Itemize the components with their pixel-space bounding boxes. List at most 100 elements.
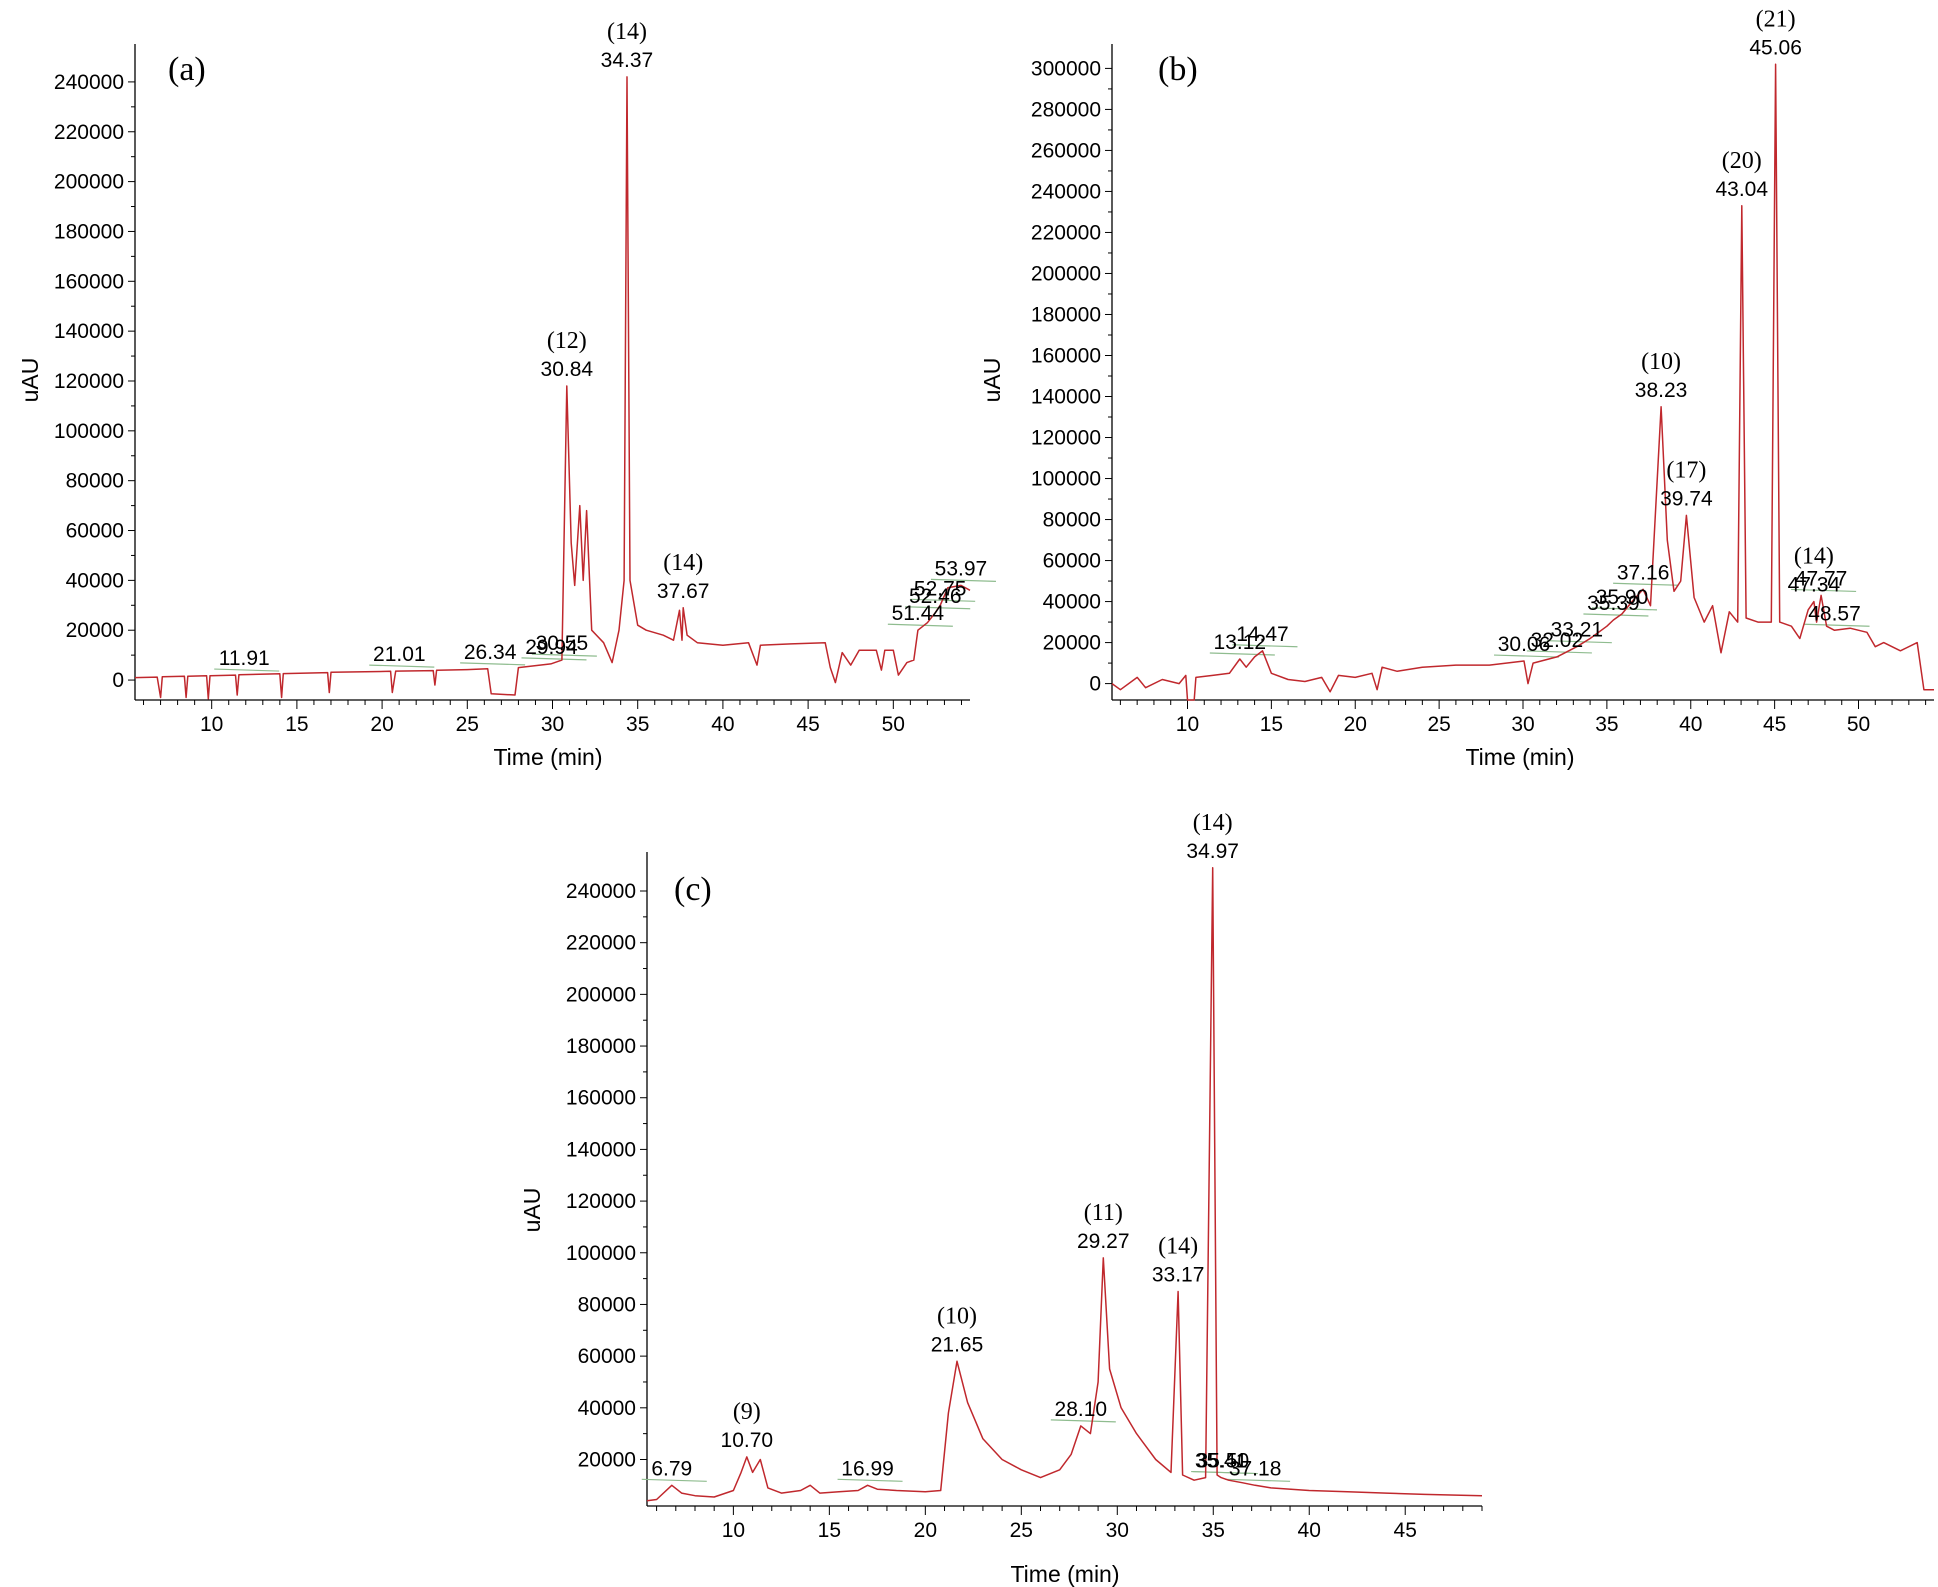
x-tick-label: 50 <box>882 713 905 736</box>
y-tick-label: 300000 <box>1031 57 1101 80</box>
integration-baseline <box>460 662 526 666</box>
peak-compound-label: (14) <box>1158 1234 1198 1260</box>
peak-rt-label: 30.84 <box>541 358 594 381</box>
y-tick-label: 60000 <box>578 1345 636 1368</box>
x-tick-label: 25 <box>456 713 479 736</box>
y-tick-label: 180000 <box>566 1035 636 1058</box>
y-tick-label: 120000 <box>54 370 124 393</box>
panel-a-plot: 10 15 20 25 30 35 40 45 50 0 20000 40000 60000 80000 1… <box>54 19 996 736</box>
peak-rt-label: 35.41 <box>1195 1450 1248 1473</box>
x-tick-label: 40 <box>711 713 734 736</box>
peak-rt-label: 13.12 <box>1214 631 1267 654</box>
y-tick-label: 180000 <box>54 220 124 243</box>
peak-rt-label: 47.77 <box>1795 567 1848 590</box>
peak-compound-label: (17) <box>1666 457 1706 483</box>
peak-rt-label: 37.16 <box>1617 561 1670 584</box>
x-tick-label: 30 <box>1511 713 1534 736</box>
peak-rt-label: 52.46 <box>909 585 962 608</box>
peak-rt-label: 37.67 <box>657 580 710 603</box>
y-tick-label: 240000 <box>1031 180 1101 203</box>
integration-baseline <box>641 1478 707 1482</box>
peak-compound-label: (14) <box>1193 810 1233 836</box>
peak-rt-label: 14.47 <box>1236 623 1289 646</box>
y-tick-label: 80000 <box>1043 509 1101 532</box>
x-tick-label: 25 <box>1010 1519 1033 1542</box>
x-tick-label: 20 <box>370 713 393 736</box>
x-tick-label: 15 <box>818 1519 841 1542</box>
panel-b-plot: 10 15 20 25 30 35 40 45 50 0 20000 40000 60000 80000 1… <box>1031 6 1934 736</box>
panel-b-label: (b) <box>1158 51 1198 88</box>
peak-rt-label: 34.37 <box>601 49 654 72</box>
peak-rt-label: 51.44 <box>892 602 945 625</box>
y-tick-label: 140000 <box>566 1138 636 1161</box>
peak-rt-label: 37.18 <box>1229 1457 1282 1480</box>
y-tick-label: 120000 <box>1031 427 1101 450</box>
panel-b-y-axis-title: uAU <box>979 358 1005 403</box>
chromatogram-trace <box>646 867 1483 1502</box>
y-tick-label: 180000 <box>1031 303 1101 326</box>
x-tick-label: 10 <box>1176 713 1199 736</box>
y-tick-label: 0 <box>112 669 124 692</box>
y-tick-label: 40000 <box>66 569 124 592</box>
x-tick-label: 20 <box>1344 713 1367 736</box>
x-tick-label: 35 <box>1202 1519 1225 1542</box>
y-tick-label: 160000 <box>1031 344 1101 367</box>
x-tick-label: 35 <box>1595 713 1618 736</box>
y-tick-label: 20000 <box>1043 632 1101 655</box>
panel-b-x-axis-title: Time (min) <box>1465 744 1574 770</box>
peak-rt-label: 38.23 <box>1635 379 1688 402</box>
x-tick-label: 30 <box>1106 1519 1129 1542</box>
y-tick-label: 280000 <box>1031 98 1101 121</box>
y-tick-label: 140000 <box>1031 386 1101 409</box>
x-tick-label: 40 <box>1298 1519 1321 1542</box>
integration-baseline <box>1804 623 1870 627</box>
x-tick-label: 10 <box>200 713 223 736</box>
panel-a-x-axis-title: Time (min) <box>493 744 602 770</box>
peak-rt-label: 33.21 <box>1551 619 1604 642</box>
integration-baseline <box>214 668 280 672</box>
integration-baseline <box>1225 1478 1291 1482</box>
peak-compound-label: (11) <box>1084 1200 1123 1226</box>
peak-rt-label: 33.17 <box>1152 1264 1205 1287</box>
y-tick-label: 260000 <box>1031 139 1101 162</box>
y-tick-label: 200000 <box>566 983 636 1006</box>
y-tick-label: 100000 <box>1031 468 1101 491</box>
x-tick-label: 35 <box>626 713 649 736</box>
y-tick-label: 100000 <box>54 420 124 443</box>
integration-baseline <box>930 578 996 582</box>
y-tick-label: 140000 <box>54 320 124 343</box>
integration-baseline <box>531 653 597 657</box>
integration-baseline <box>1791 588 1857 593</box>
chromatogram-trace <box>1111 63 1934 701</box>
x-tick-label: 10 <box>722 1519 745 1542</box>
x-tick-label: 45 <box>796 713 819 736</box>
x-tick-label: 25 <box>1427 713 1450 736</box>
x-tick-label: 30 <box>541 713 564 736</box>
panel-c-label: (c) <box>674 871 712 908</box>
peak-rt-label: 45.06 <box>1749 36 1802 59</box>
peak-rt-label: 26.34 <box>464 641 517 664</box>
x-tick-label: 15 <box>285 713 308 736</box>
integration-baseline <box>1583 613 1649 617</box>
peak-compound-label: (20) <box>1722 148 1762 174</box>
peak-rt-label: 28.10 <box>1055 1398 1108 1421</box>
integration-baseline <box>1232 644 1298 648</box>
peak-rt-label: 47.34 <box>1788 574 1841 597</box>
integration-baseline <box>1613 582 1679 586</box>
peak-rt-label: 43.04 <box>1715 178 1768 201</box>
chromatogram-trace <box>134 76 971 700</box>
peak-rt-label: 34.97 <box>1186 840 1239 863</box>
y-tick-label: 200000 <box>1031 262 1101 285</box>
y-tick-label: 160000 <box>566 1087 636 1110</box>
peak-rt-label: 29.27 <box>1077 1230 1130 1253</box>
x-tick-label: 45 <box>1394 1519 1417 1542</box>
y-tick-label: 80000 <box>66 470 124 493</box>
y-tick-label: 40000 <box>1043 591 1101 614</box>
peak-compound-label: (10) <box>937 1303 977 1329</box>
panel-a-label: (a) <box>168 51 206 88</box>
peak-compound-label: (12) <box>547 328 587 354</box>
x-tick-label: 45 <box>1763 713 1786 736</box>
panel-c-plot: 10 15 20 25 30 35 40 45 20000 40000 60000 80000 1000… <box>566 810 1483 1542</box>
peak-rt-label: 11.91 <box>219 647 270 670</box>
y-tick-label: 100000 <box>566 1242 636 1265</box>
